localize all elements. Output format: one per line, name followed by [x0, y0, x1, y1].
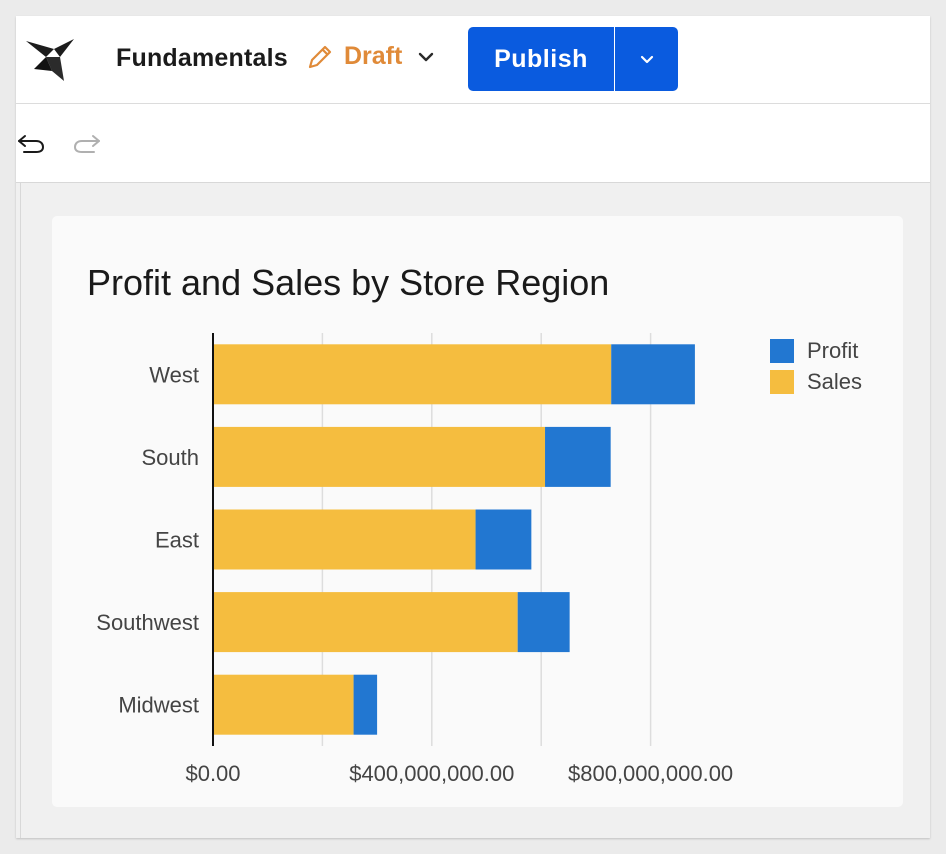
x-tick-label: $0.00	[185, 761, 240, 786]
app-window: Fundamentals Draft Publish	[16, 16, 930, 838]
y-tick-label: East	[155, 528, 199, 553]
legend-label: Profit	[807, 337, 859, 363]
legend-swatch	[770, 369, 794, 394]
canvas-left-rule	[20, 183, 21, 838]
draft-label: Draft	[344, 42, 403, 70]
legend-label: Sales	[807, 368, 863, 394]
bird-logo-icon[interactable]	[24, 35, 76, 85]
bar-sales-east	[213, 509, 476, 570]
legend-item-sales[interactable]: Sales	[770, 366, 862, 397]
bar-profit-south	[545, 426, 611, 487]
chart-card[interactable]: Profit and Sales by Store Region West Sou…	[52, 216, 903, 807]
redo-icon[interactable]	[72, 130, 102, 156]
y-tick-label: Southwest	[96, 610, 199, 635]
draft-status-menu[interactable]: Draft	[306, 42, 436, 71]
chart-title: Profit and Sales by Store Region	[87, 262, 610, 303]
bar-sales-west	[213, 344, 612, 405]
bar-profit-midwest	[353, 674, 378, 735]
publish-button[interactable]: Publish	[468, 27, 614, 91]
bar-sales-southwest	[213, 592, 518, 653]
document-title: Fundamentals	[116, 44, 288, 72]
chevron-down-icon	[640, 55, 653, 64]
legend-swatch	[770, 338, 794, 363]
publish-options-button[interactable]	[614, 27, 678, 91]
x-tick-label: $800,000,000.00	[568, 761, 733, 786]
bar-profit-southwest	[517, 592, 570, 653]
top-bar: Fundamentals Draft Publish	[16, 16, 930, 104]
bar-sales-midwest	[213, 674, 354, 735]
y-tick-label: Midwest	[118, 693, 199, 718]
undo-icon[interactable]	[16, 130, 46, 156]
x-tick-label: $400,000,000.00	[349, 761, 514, 786]
pencil-icon	[308, 45, 332, 68]
legend-item-profit[interactable]: Profit	[770, 335, 862, 366]
chart-legend: Profit Sales	[770, 335, 862, 397]
edit-toolbar	[16, 104, 930, 183]
y-tick-label: West	[149, 362, 199, 387]
bar-sales-south	[213, 426, 546, 487]
bar-profit-east	[475, 509, 532, 570]
y-tick-label: South	[142, 445, 200, 470]
bar-chart: West South East Southwest Midwest $0.00 $400,0…	[96, 333, 733, 786]
chevron-down-icon	[419, 52, 434, 61]
bar-profit-west	[611, 344, 695, 405]
